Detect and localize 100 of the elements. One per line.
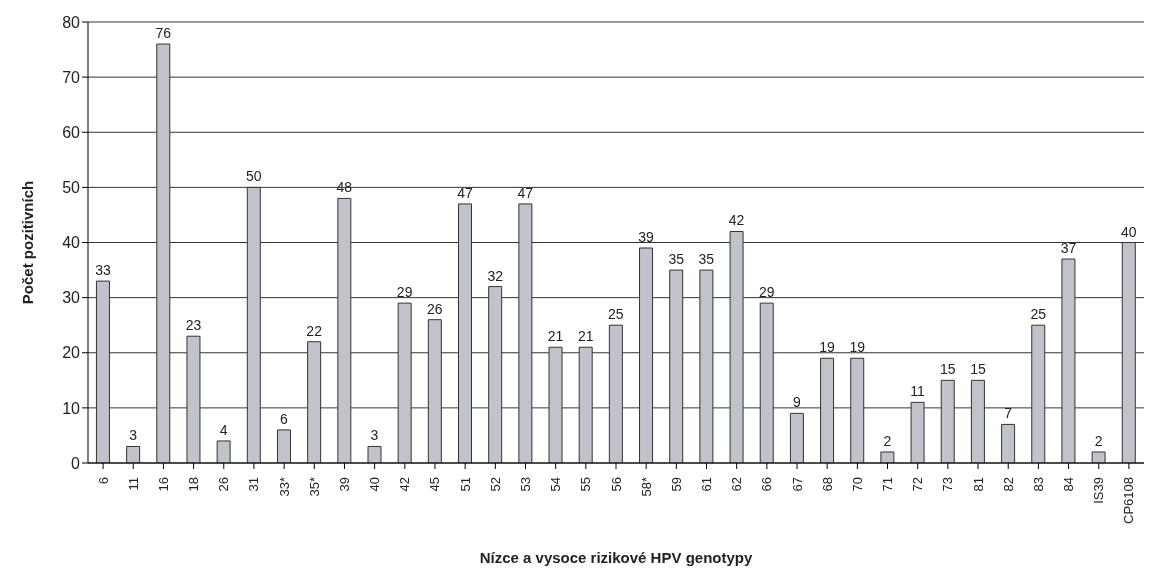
y-axis-title: Počet pozitivních: [19, 180, 37, 305]
x-tick-label: 62: [729, 477, 745, 492]
data-label: 76: [155, 25, 172, 42]
y-tick-label: 40: [62, 234, 81, 252]
bar: [1001, 423, 1016, 463]
bar: [789, 412, 804, 463]
x-tick-label: 73: [940, 477, 956, 492]
bar: [820, 357, 835, 463]
x-tick-label: 67: [789, 477, 805, 492]
x-tick-label: 26: [216, 477, 232, 492]
data-label: 39: [638, 229, 655, 246]
data-label: 29: [396, 284, 413, 301]
bar: [1061, 258, 1076, 463]
x-tick-label: 52: [487, 477, 503, 492]
data-label: 32: [487, 267, 504, 284]
bar: [488, 286, 503, 463]
bar: [126, 445, 141, 463]
y-tick-label: 30: [62, 289, 81, 307]
data-label: 33: [95, 262, 111, 279]
bar: [699, 269, 714, 463]
data-label: 3: [129, 427, 138, 444]
y-tick-label: 70: [62, 68, 81, 86]
bar: [246, 186, 261, 463]
x-tick-label: 84: [1061, 477, 1077, 492]
bar: [458, 203, 473, 463]
data-label: 40: [1120, 223, 1137, 240]
x-tick-label: IS39: [1091, 477, 1107, 504]
data-label: 37: [1060, 240, 1077, 257]
x-tick-label: 53: [517, 477, 533, 492]
data-label: 25: [1030, 306, 1047, 323]
data-label: 4: [219, 421, 228, 438]
bar: [95, 280, 110, 463]
bar: [216, 440, 231, 463]
data-label: 2: [1094, 432, 1103, 449]
bar: [910, 401, 925, 463]
data-label: 19: [819, 339, 836, 356]
x-tick-label: 82: [1000, 477, 1016, 492]
data-label: 47: [457, 184, 473, 201]
data-label: 15: [970, 361, 986, 378]
data-label: 2: [883, 432, 892, 449]
x-tick-label: 39: [336, 477, 352, 492]
bar: [397, 302, 412, 463]
data-label: 29: [758, 284, 775, 301]
data-label: 15: [939, 361, 956, 378]
x-tick-label: 35*: [306, 477, 322, 497]
x-tick-label: 66: [759, 477, 775, 492]
x-tick-label: 61: [699, 477, 715, 492]
bar: [307, 341, 322, 463]
x-tick-label: 31: [246, 477, 262, 492]
bar: [548, 346, 563, 463]
y-tick-label: 50: [62, 179, 81, 197]
data-label: 21: [547, 328, 564, 345]
bar: [759, 302, 774, 463]
data-label: 11: [910, 383, 926, 400]
bar: [367, 445, 382, 463]
x-tick-label: 68: [819, 477, 835, 492]
data-label: 26: [427, 300, 443, 317]
x-tick-label: 11: [125, 477, 141, 491]
data-label: 7: [1004, 405, 1013, 422]
data-label: 22: [306, 322, 323, 339]
x-tick-label: 16: [155, 477, 171, 492]
bar: [578, 346, 593, 463]
x-tick-label: 56: [608, 477, 624, 492]
y-tick-label: 20: [62, 344, 81, 362]
bar: [276, 429, 291, 463]
x-tick-label: 70: [849, 477, 865, 492]
x-tick-label: 55: [578, 477, 594, 492]
data-label: 9: [792, 394, 801, 411]
x-tick-label: 33*: [276, 477, 292, 497]
bar: [1091, 451, 1106, 463]
y-tick-label: 0: [71, 454, 81, 472]
bar: [850, 357, 865, 463]
bar: [156, 43, 171, 463]
data-label: 35: [668, 251, 685, 268]
bar: [880, 451, 895, 463]
x-tick-label: 42: [397, 477, 413, 492]
y-tick-label: 10: [62, 399, 81, 417]
bar: [1031, 324, 1046, 463]
data-label: 19: [849, 339, 866, 356]
bar: [729, 230, 744, 463]
data-label: 35: [698, 251, 715, 268]
data-label: 23: [185, 317, 202, 334]
data-label: 6: [280, 410, 289, 427]
bar: [970, 379, 985, 463]
x-tick-label: 72: [910, 477, 926, 492]
data-label: 50: [246, 168, 262, 185]
x-tick-label: 18: [186, 477, 202, 492]
x-tick-label: 40: [367, 477, 383, 492]
x-tick-label: CP6108: [1121, 477, 1137, 524]
x-tick-label: 71: [880, 477, 896, 492]
x-tick-label: 45: [427, 477, 443, 492]
bar: [940, 379, 955, 463]
data-label: 47: [517, 184, 534, 201]
data-label: 21: [577, 328, 594, 345]
bar: [186, 335, 201, 463]
bar: [608, 324, 623, 463]
y-tick-label: 60: [62, 123, 81, 141]
x-tick-label: 81: [970, 477, 986, 492]
data-label: 3: [370, 427, 379, 444]
data-label: 25: [608, 306, 624, 323]
